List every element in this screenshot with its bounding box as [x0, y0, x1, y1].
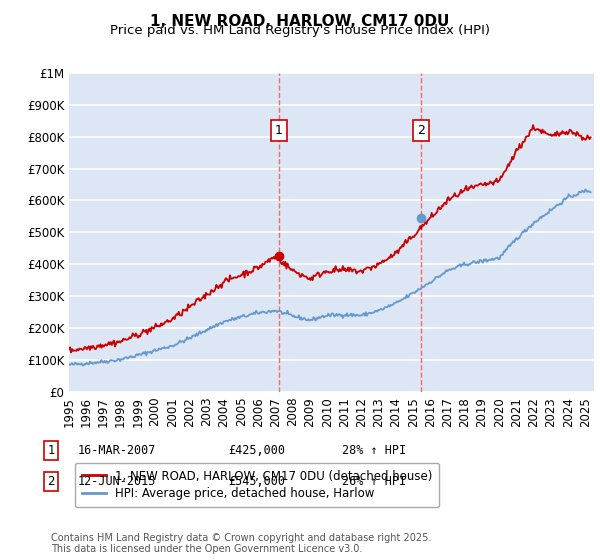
Text: £545,000: £545,000	[228, 475, 285, 488]
Text: 16-MAR-2007: 16-MAR-2007	[78, 444, 157, 458]
Text: 2: 2	[47, 475, 55, 488]
Text: 2: 2	[417, 124, 425, 137]
Text: 1: 1	[275, 124, 283, 137]
Text: Contains HM Land Registry data © Crown copyright and database right 2025.
This d: Contains HM Land Registry data © Crown c…	[51, 533, 431, 554]
Text: £425,000: £425,000	[228, 444, 285, 458]
Legend: 1, NEW ROAD, HARLOW, CM17 0DU (detached house), HPI: Average price, detached hou: 1, NEW ROAD, HARLOW, CM17 0DU (detached …	[75, 463, 439, 507]
Text: Price paid vs. HM Land Registry's House Price Index (HPI): Price paid vs. HM Land Registry's House …	[110, 24, 490, 36]
Text: 28% ↑ HPI: 28% ↑ HPI	[342, 444, 406, 458]
Text: 26% ↑ HPI: 26% ↑ HPI	[342, 475, 406, 488]
Text: 1: 1	[47, 444, 55, 458]
Text: 1, NEW ROAD, HARLOW, CM17 0DU: 1, NEW ROAD, HARLOW, CM17 0DU	[151, 14, 449, 29]
Text: 12-JUN-2015: 12-JUN-2015	[78, 475, 157, 488]
